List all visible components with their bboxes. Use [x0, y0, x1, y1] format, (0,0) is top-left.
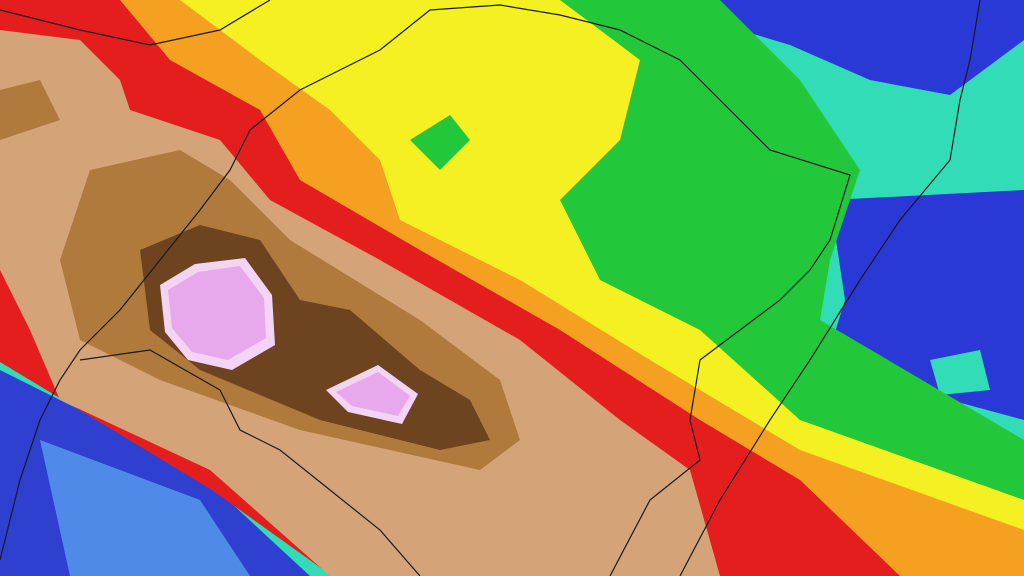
coast-line: [679, 0, 981, 576]
green-patch: [410, 115, 470, 170]
light-blue-area: [40, 440, 250, 576]
border-line: [0, 0, 271, 46]
brown-area: [0, 80, 60, 140]
border-line: [79, 349, 421, 576]
pink-area: [336, 372, 410, 416]
borders: [0, 0, 981, 576]
pink-area: [168, 266, 266, 360]
border-line: [249, 4, 851, 576]
border-line: [0, 129, 251, 561]
teal-patch: [930, 350, 990, 395]
green-patch: [660, 250, 710, 300]
